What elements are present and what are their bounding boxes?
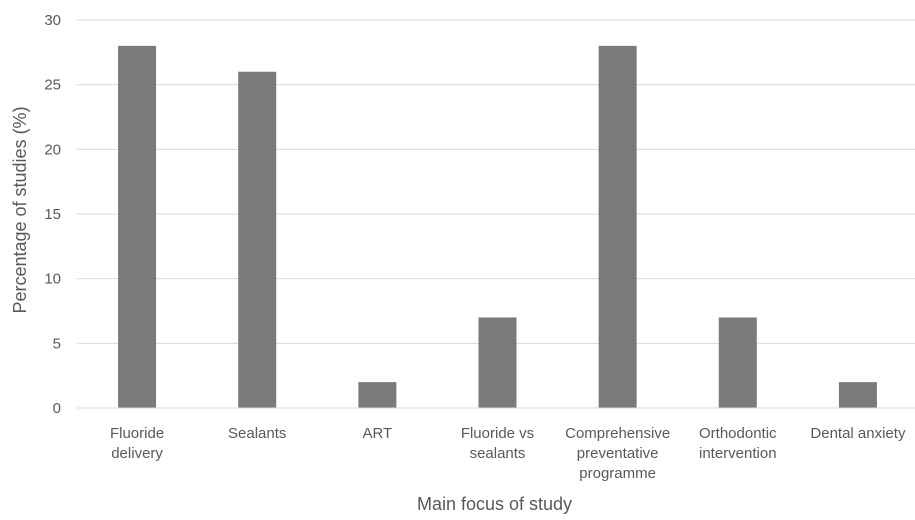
- x-tick-label: ART: [362, 425, 392, 442]
- bar: [718, 317, 757, 408]
- y-axis-title: Percentage of studies (%): [10, 106, 30, 313]
- bar: [238, 71, 277, 408]
- y-tick-label: 10: [44, 271, 61, 288]
- x-tick-label: Dental anxiety: [810, 425, 906, 442]
- x-tick-label: Comprehensive preventative programme: [565, 425, 670, 482]
- y-tick-label: 0: [53, 400, 61, 417]
- y-tick-label: 20: [44, 141, 61, 158]
- y-axis-ticks: 0 5 10 15 20 25 30: [44, 12, 61, 417]
- x-tick-label: Fluoride delivery: [110, 425, 164, 462]
- x-axis-categories: Fluoride delivery Sealants ART Fluoride vs se…: [110, 425, 906, 482]
- gridlines: [77, 19, 915, 344]
- bar: [598, 45, 637, 408]
- bars: [118, 45, 877, 408]
- x-tick-label: Orthodontic intervention: [699, 425, 777, 462]
- y-tick-label: 15: [44, 206, 61, 223]
- y-tick-label: 5: [53, 335, 61, 352]
- bar: [118, 45, 157, 408]
- bar: [358, 382, 397, 408]
- x-axis-title: Main focus of study: [417, 494, 572, 514]
- bar: [838, 382, 877, 408]
- bar: [478, 317, 517, 408]
- x-tick-label: Fluoride vs sealants: [461, 425, 534, 462]
- y-tick-label: 25: [44, 77, 61, 94]
- y-tick-label: 30: [44, 12, 61, 29]
- x-tick-label: Sealants: [228, 425, 286, 442]
